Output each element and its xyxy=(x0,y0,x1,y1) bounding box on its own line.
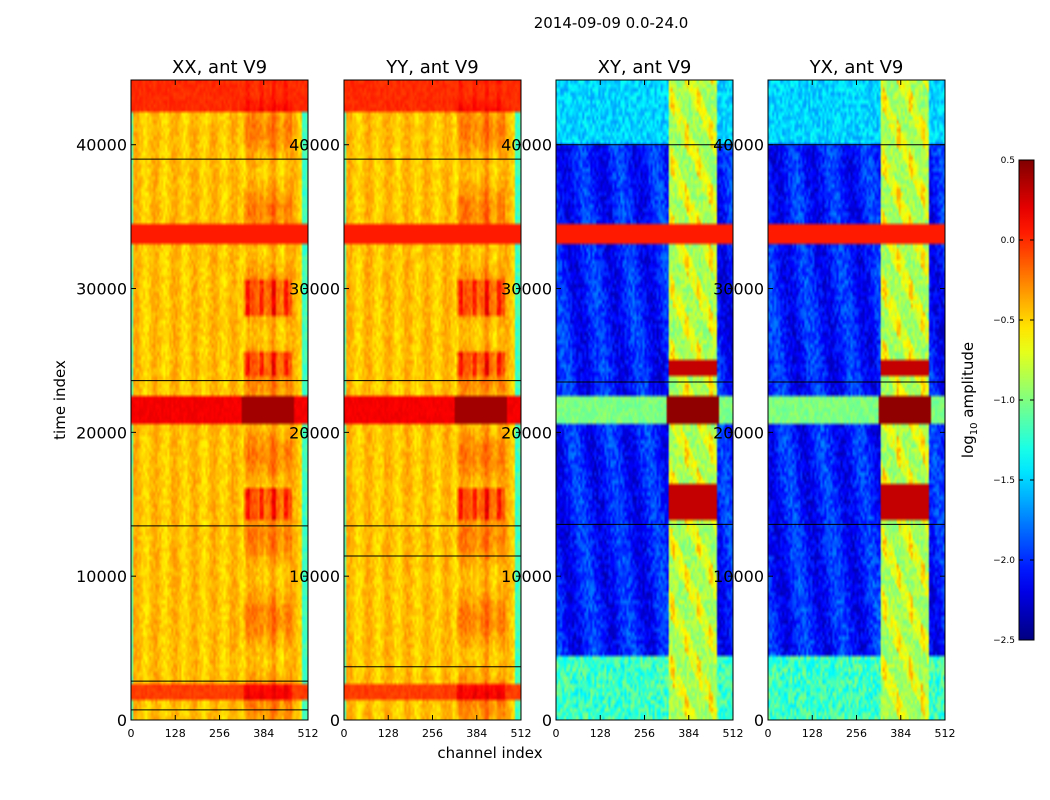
x-tick-label: 384 xyxy=(466,727,487,740)
y-tick-label: 40000 xyxy=(713,136,764,155)
colorbar-label: log10 amplitude xyxy=(959,342,980,458)
x-axis-label: channel index xyxy=(437,744,542,762)
y-tick-label: 20000 xyxy=(713,423,764,442)
colorbar-label-log: log xyxy=(959,435,977,458)
heatmap-image xyxy=(556,80,733,720)
y-axis-label: time index xyxy=(51,360,69,440)
panel-title: YX, ant V9 xyxy=(809,57,904,78)
y-tick-label: 40000 xyxy=(501,136,552,155)
panel-xy: XY, ant V9 0 128 256 384 512 0 10000 20000 30000 4… xyxy=(501,57,743,740)
x-tick-label: 128 xyxy=(165,727,186,740)
x-tick-label: 256 xyxy=(422,727,443,740)
x-tick-label: 512 xyxy=(935,727,956,740)
panels-group: XX, ant V9 0 128 256 384 512 0 10000 20000 30000 4… xyxy=(76,57,955,740)
y-tick-label: 30000 xyxy=(501,280,552,299)
colorbar: 0.5 0.0 −0.5 −1.0 −1.5 −2.0 −2.5 log10 amplitud… xyxy=(959,156,1035,646)
colorbar-tick-label: −1.0 xyxy=(993,396,1015,406)
x-tick-label: 512 xyxy=(723,727,744,740)
y-tick-label: 20000 xyxy=(76,423,127,442)
colorbar-tick-label: −2.5 xyxy=(993,636,1015,646)
y-tick-label: 10000 xyxy=(501,567,552,586)
y-tick-label: 10000 xyxy=(76,567,127,586)
x-tick-label: 128 xyxy=(590,727,611,740)
panel-yx: YX, ant V9 0 128 256 384 512 0 10000 20000 30000 4… xyxy=(713,57,955,740)
y-tick-label: 0 xyxy=(542,711,552,730)
x-tick-label: 0 xyxy=(128,727,135,740)
x-tick-label: 128 xyxy=(802,727,823,740)
x-tick-label: 512 xyxy=(298,727,319,740)
y-tick-label: 10000 xyxy=(713,567,764,586)
heatmap-image xyxy=(344,80,521,720)
y-tick-label: 30000 xyxy=(76,280,127,299)
x-tick-label: 0 xyxy=(341,727,348,740)
panel-title: XX, ant V9 xyxy=(172,57,267,78)
y-tick-label: 20000 xyxy=(501,423,552,442)
y-tick-label: 10000 xyxy=(289,567,340,586)
panel-xx: XX, ant V9 0 128 256 384 512 0 10000 20000 30000 4… xyxy=(76,57,318,740)
heatmap-image xyxy=(131,80,308,720)
colorbar-tick-label: 0.0 xyxy=(1001,236,1016,246)
colorbar-label-sub: 10 xyxy=(969,422,980,435)
colorbar-tick-label: −1.5 xyxy=(993,476,1015,486)
x-tick-label: 384 xyxy=(678,727,699,740)
panel-title: XY, ant V9 xyxy=(598,57,692,78)
x-tick-label: 0 xyxy=(553,727,560,740)
y-tick-label: 30000 xyxy=(713,280,764,299)
y-tick-label: 20000 xyxy=(289,423,340,442)
y-tick-label: 0 xyxy=(330,711,340,730)
x-tick-label: 384 xyxy=(253,727,274,740)
colorbar-tick-label: −0.5 xyxy=(993,316,1015,326)
x-tick-label: 512 xyxy=(511,727,532,740)
y-tick-label: 30000 xyxy=(289,280,340,299)
x-tick-label: 256 xyxy=(846,727,867,740)
x-tick-label: 256 xyxy=(634,727,655,740)
y-tick-label: 0 xyxy=(117,711,127,730)
colorbar-tick-label: 0.5 xyxy=(1001,156,1015,166)
y-tick-label: 0 xyxy=(754,711,764,730)
x-tick-label: 0 xyxy=(765,727,772,740)
x-tick-label: 384 xyxy=(890,727,911,740)
figure-suptitle: 2014-09-09 0.0-24.0 xyxy=(534,14,689,32)
panel-title: YY, ant V9 xyxy=(385,57,478,78)
panel-yy: YY, ant V9 0 128 256 384 512 0 10000 20000 30000 4… xyxy=(289,57,531,740)
heatmap-image xyxy=(768,80,945,720)
y-tick-label: 40000 xyxy=(289,136,340,155)
colorbar-label-rest: amplitude xyxy=(959,342,977,423)
colorbar-tick-label: −2.0 xyxy=(993,556,1015,566)
x-tick-label: 256 xyxy=(209,727,230,740)
y-tick-label: 40000 xyxy=(76,136,127,155)
x-tick-label: 128 xyxy=(378,727,399,740)
